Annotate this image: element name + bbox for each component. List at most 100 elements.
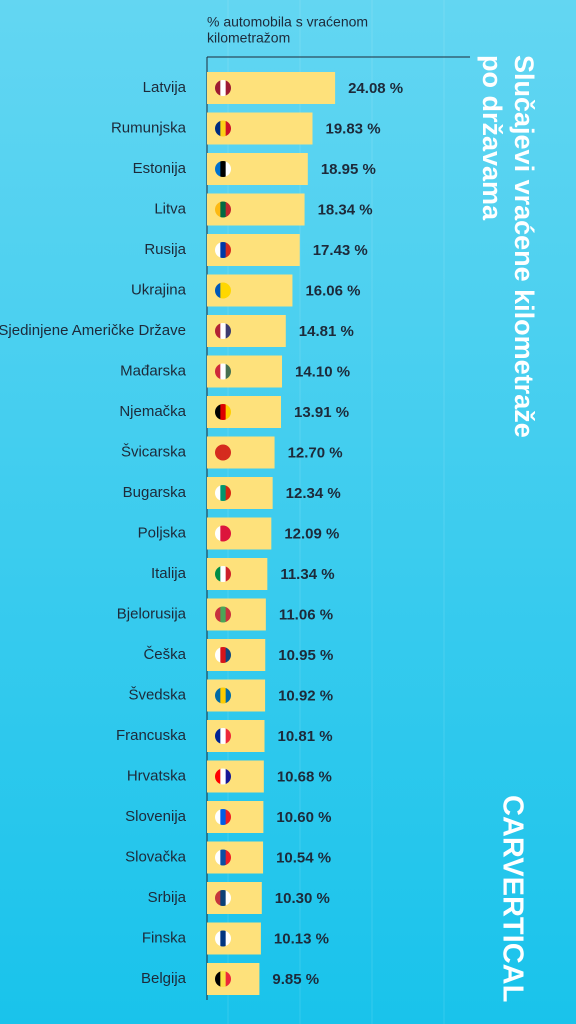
flag-stripe [215,80,221,96]
flag-stripe [225,120,231,137]
category-label: Estonija [133,160,187,177]
flag-stripe [215,768,221,785]
category-label: Ukrajina [131,281,187,298]
value-label: 10.13 % [274,930,329,947]
flag-stripe [215,930,221,947]
flag-stripe [220,606,227,623]
flag-stripe [225,525,231,542]
value-label: 12.34 % [286,485,341,502]
flag-stripe [225,606,231,623]
flag-stripe [215,444,221,461]
bar [207,963,260,995]
flag-icon [215,485,231,501]
flag-icon [215,80,231,96]
category-label: Bugarska [123,484,187,501]
flag-icon [215,525,231,542]
value-label: 13.91 % [294,404,349,421]
category-label: Rumunjska [111,119,187,136]
flag-stripe [225,809,231,825]
category-label: Italija [151,565,187,582]
flag-stripe [220,201,227,218]
category-label: Rusija [144,241,186,258]
category-label: Latvija [143,79,187,96]
flag-stripe [225,768,231,785]
flag-stripe [220,80,227,96]
flag-stripe [215,890,221,906]
chart-title: po državama [477,55,507,221]
flag-stripe [225,242,231,258]
axis-label: % automobila s vraćenom [207,14,368,30]
flag-stripe [225,728,231,744]
flag-icon [215,849,231,866]
flag-stripe [225,363,231,380]
flag-stripe [220,242,227,258]
category-label: Sjedinjene Američke Države [0,322,186,339]
flag-stripe [220,890,227,906]
category-label: Njemačka [119,403,186,420]
flag-stripe [220,930,227,947]
value-label: 10.68 % [277,768,332,785]
flag-stripe [215,161,221,177]
value-label: 10.81 % [278,728,333,745]
flag-stripe [215,242,221,258]
value-label: 9.85 % [272,971,319,988]
value-label: 14.10 % [295,363,350,380]
value-label: 12.70 % [288,444,343,461]
category-label: Francuska [116,727,187,744]
value-label: 12.09 % [284,525,339,542]
flag-stripe [225,201,231,218]
flag-stripe [215,525,221,542]
flag-stripe [225,971,231,987]
value-label: 10.30 % [275,890,330,907]
flag-stripe [220,971,227,987]
flag-icon [215,971,231,987]
value-label: 10.92 % [278,687,333,704]
flag-stripe [225,323,231,339]
flag-stripe [225,444,231,461]
flag-icon [215,647,231,663]
flag-stripe [225,161,231,177]
flag-stripe [215,201,221,218]
flag-stripe [215,282,221,299]
flag-stripe [215,606,221,623]
flag-icon [215,120,231,137]
flag-stripe [220,161,227,177]
flag-stripe [220,444,227,461]
flag-icon [215,566,231,582]
flag-stripe [220,647,227,663]
flag-stripe [220,525,227,542]
flag-stripe [215,647,221,663]
flag-icon [215,768,231,785]
flag-stripe [220,768,227,785]
flag-stripe [220,282,227,299]
flag-stripe [215,485,221,501]
category-label: Mađarska [120,362,187,379]
flag-stripe [215,120,221,137]
flag-stripe [215,971,221,987]
flag-stripe [215,687,221,704]
flag-stripe [220,485,227,501]
flag-icon [215,201,231,218]
flag-stripe [220,120,227,137]
flag-stripe [215,363,221,380]
category-label: Slovenija [125,808,187,825]
flag-stripe [220,404,227,420]
flag-icon [215,323,231,339]
flag-stripe [225,80,231,96]
value-label: 10.60 % [276,809,331,826]
flag-stripe [215,809,221,825]
value-label: 24.08 % [348,80,403,97]
flag-stripe [215,849,221,866]
flag-icon [215,363,231,380]
value-label: 14.81 % [299,323,354,340]
flag-stripe [220,687,227,704]
flag-stripe [220,849,227,866]
category-label: Belgija [141,970,187,987]
flag-icon [215,930,231,947]
flag-stripe [225,849,231,866]
flag-icon [215,404,231,420]
brand-logo: CARVERTICAL [496,795,528,1002]
category-label: Finska [142,929,187,946]
value-label: 18.95 % [321,161,376,178]
flag-stripe [225,890,231,906]
